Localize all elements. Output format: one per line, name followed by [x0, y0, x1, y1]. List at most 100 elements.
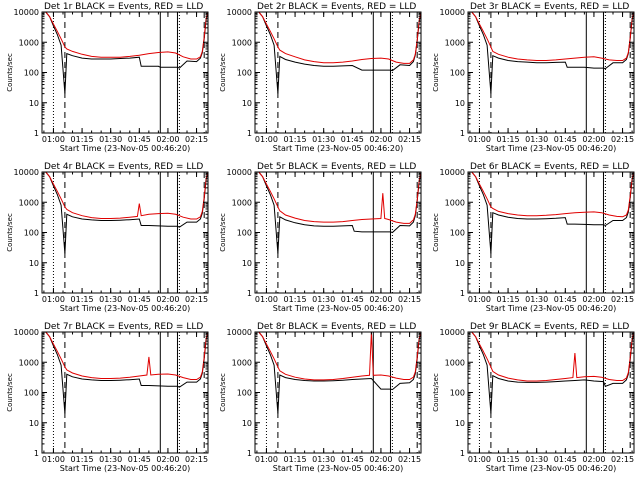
x-tick-label: 02:15: [398, 455, 421, 464]
x-tick-label: 02:15: [398, 135, 421, 144]
x-tick-label: 01:15: [284, 455, 307, 464]
x-tick-label: 01:45: [128, 135, 151, 144]
x-tick-label: 02:00: [156, 295, 179, 304]
y-tick-label: 1: [247, 289, 252, 298]
y-tick-label: 1: [34, 129, 39, 138]
axes-frame: [468, 172, 634, 293]
lld-series-line: [468, 12, 634, 61]
x-tick-label: 02:15: [185, 295, 208, 304]
y-axis-label: Counts/sec: [219, 373, 227, 412]
lld-series-line: [468, 332, 634, 381]
lld-series-line: [468, 172, 634, 217]
x-tick-label: 01:45: [128, 455, 151, 464]
events-series-line: [42, 12, 208, 94]
axes-frame: [468, 12, 634, 133]
y-tick-label: 1000: [445, 358, 465, 367]
x-tick-label: 01:15: [284, 295, 307, 304]
y-tick-label: 1: [34, 449, 39, 458]
plot-title: Det 1r BLACK = Events, RED = LLD: [44, 2, 203, 12]
y-tick-label: 100: [237, 229, 252, 238]
y-tick-label: 1000: [232, 198, 252, 207]
x-axis-label: Start Time (23-Nov-05 00:46:20): [60, 144, 190, 153]
x-tick-label: 01:15: [497, 135, 520, 144]
axes-frame: [42, 172, 208, 293]
x-tick-label: 02:15: [185, 455, 208, 464]
axes-frame: [255, 332, 421, 453]
y-tick-label: 10000: [14, 168, 39, 177]
events-series-line: [42, 172, 208, 254]
y-tick-label: 100: [450, 69, 465, 78]
lld-series-line: [42, 332, 208, 380]
x-tick-label: 01:00: [468, 295, 491, 304]
x-tick-label: 01:15: [71, 295, 94, 304]
y-tick-label: 10000: [440, 328, 465, 337]
y-tick-label: 100: [450, 389, 465, 398]
x-axis-label: Start Time (23-Nov-05 00:46:20): [60, 464, 190, 473]
events-series-line: [468, 12, 634, 94]
axes-frame: [255, 12, 421, 133]
y-tick-label: 1000: [19, 38, 39, 47]
x-tick-label: 01:15: [284, 135, 307, 144]
x-tick-label: 02:15: [611, 455, 634, 464]
y-tick-label: 10000: [440, 168, 465, 177]
x-tick-label: 01:15: [497, 295, 520, 304]
x-tick-label: 01:00: [468, 455, 491, 464]
x-tick-label: 02:00: [156, 135, 179, 144]
plot-panel: Det 3r BLACK = Events, RED = LLD 1 10 100 10…: [432, 2, 634, 153]
x-tick-label: 02:00: [156, 455, 179, 464]
x-tick-label: 01:00: [255, 455, 278, 464]
plot-title: Det 4r BLACK = Events, RED = LLD: [44, 162, 203, 172]
y-tick-label: 10000: [14, 328, 39, 337]
plot-panel: Det 4r BLACK = Events, RED = LLD 1 10 100 10…: [6, 162, 208, 313]
plot-panel: Det 7r BLACK = Events, RED = LLD 1 10 100 10…: [6, 322, 208, 473]
events-series-line: [468, 172, 634, 254]
x-tick-label: 01:45: [128, 295, 151, 304]
x-tick-label: 01:00: [255, 295, 278, 304]
detector-plot-grid: Det 1r BLACK = Events, RED = LLD11010010…: [0, 0, 640, 480]
y-tick-label: 1: [247, 129, 252, 138]
x-tick-label: 01:15: [71, 455, 94, 464]
y-tick-label: 1: [460, 129, 465, 138]
x-tick-label: 01:30: [99, 135, 122, 144]
x-tick-label: 01:30: [312, 455, 335, 464]
y-tick-label: 100: [237, 389, 252, 398]
y-tick-label: 1000: [19, 358, 39, 367]
y-tick-label: 10000: [14, 8, 39, 17]
x-tick-label: 02:00: [582, 455, 605, 464]
y-tick-label: 10000: [227, 328, 252, 337]
y-axis-label: Counts/sec: [219, 53, 227, 92]
events-series-line: [468, 332, 634, 414]
x-tick-label: 01:00: [255, 135, 278, 144]
x-tick-label: 01:00: [42, 135, 65, 144]
y-tick-label: 100: [237, 69, 252, 78]
y-tick-label: 1000: [232, 38, 252, 47]
x-tick-label: 02:00: [369, 455, 392, 464]
x-tick-label: 01:45: [554, 295, 577, 304]
y-tick-label: 1: [460, 289, 465, 298]
y-tick-label: 1: [247, 449, 252, 458]
y-axis-label: Counts/sec: [6, 373, 14, 412]
plot-title: Det 6r BLACK = Events, RED = LLD: [470, 162, 629, 172]
x-axis-label: Start Time (23-Nov-05 00:46:20): [273, 464, 403, 473]
x-tick-label: 01:30: [99, 455, 122, 464]
plot-title: Det 2r BLACK = Events, RED = LLD: [257, 2, 416, 12]
events-series-line: [255, 172, 421, 254]
x-tick-label: 01:15: [71, 135, 94, 144]
y-tick-label: 100: [24, 389, 39, 398]
x-tick-label: 02:15: [185, 135, 208, 144]
y-tick-label: 1000: [232, 358, 252, 367]
plot-title: Det 8r BLACK = Events, RED = LLD: [257, 322, 416, 332]
y-tick-label: 10: [29, 419, 39, 428]
y-tick-label: 1: [460, 449, 465, 458]
x-tick-label: 01:45: [341, 455, 364, 464]
axes-frame: [42, 12, 208, 133]
x-axis-label: Start Time (23-Nov-05 00:46:20): [273, 144, 403, 153]
x-tick-label: 01:30: [99, 295, 122, 304]
y-tick-label: 1: [34, 289, 39, 298]
x-tick-label: 01:00: [42, 295, 65, 304]
y-tick-label: 10: [242, 419, 252, 428]
lld-series-line: [42, 12, 208, 59]
y-tick-label: 1000: [19, 198, 39, 207]
plot-panel: Det 5r BLACK = Events, RED = LLD 1 10 100 10…: [219, 162, 421, 313]
events-series-line: [42, 332, 208, 414]
